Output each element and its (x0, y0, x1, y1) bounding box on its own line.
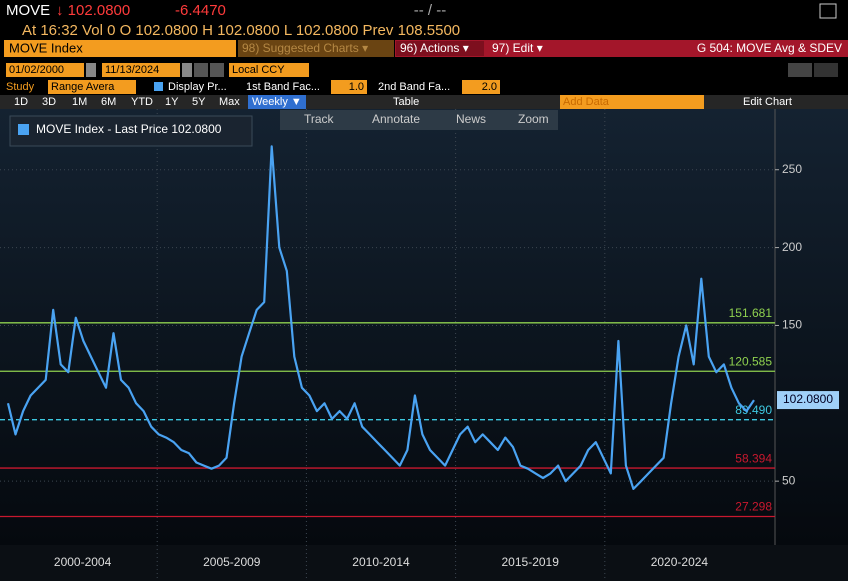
study-label: Study (6, 81, 35, 93)
study-box[interactable] (48, 80, 136, 94)
actions-box[interactable] (396, 41, 484, 56)
band-label: 58.394 (735, 451, 772, 465)
band1[interactable]: 1.0 (349, 81, 364, 93)
add-data[interactable]: Add Data (563, 96, 610, 108)
band2[interactable]: 2.0 (482, 81, 497, 93)
band1-label: 1st Band Fac... (246, 81, 320, 93)
tool-bar (280, 110, 558, 130)
end-date[interactable]: 11/13/2024 (105, 64, 159, 76)
quote-line: At 16:32 Vol 0 O 102.0800 H 102.0800 L 1… (22, 22, 460, 39)
period-button[interactable]: YTD (131, 96, 153, 108)
study[interactable]: Range Avera (51, 81, 115, 93)
window-icon[interactable] (819, 3, 837, 19)
y-tick-label: 50 (782, 473, 796, 487)
period-button[interactable]: 5Y (192, 96, 206, 108)
period-button[interactable]: 1M (72, 96, 87, 108)
period-button[interactable]: 3D (42, 96, 56, 108)
period-bar (0, 95, 848, 109)
prev-btn[interactable] (194, 63, 208, 77)
suggested-box[interactable] (238, 40, 394, 57)
band2-box[interactable] (462, 80, 500, 94)
currency[interactable]: Local CCY (232, 64, 285, 76)
frequency-box[interactable] (248, 95, 306, 109)
security-box[interactable] (4, 40, 236, 57)
band-label: 89.490 (735, 403, 772, 417)
symbol: MOVE (6, 2, 50, 19)
x-tick-label: 2000-2004 (54, 555, 112, 569)
redo-btn[interactable] (814, 63, 838, 77)
add-data-box[interactable] (560, 95, 704, 109)
band-label: 27.298 (735, 500, 772, 514)
start-date[interactable]: 01/02/2000 (9, 64, 64, 76)
tool-button[interactable]: Zoom (518, 112, 549, 126)
band-label: 151.681 (729, 306, 773, 320)
security: MOVE Index (9, 40, 83, 55)
x-tick-label: 2005-2009 (203, 555, 261, 569)
checkbox[interactable] (154, 82, 163, 91)
tool-button[interactable]: Annotate (372, 112, 420, 126)
period-button[interactable]: Max (219, 96, 240, 108)
period-button[interactable]: 1D (14, 96, 28, 108)
next-btn[interactable] (210, 63, 224, 77)
menu-bar (395, 40, 848, 57)
bid-ask: -- / -- (414, 2, 446, 19)
function: G 504: MOVE Avg & SDEV (697, 41, 842, 55)
band1-box[interactable] (331, 80, 367, 94)
undo-btn[interactable] (788, 63, 812, 77)
edit[interactable]: 97) Edit ▾ (492, 41, 543, 55)
legend (9, 115, 253, 147)
tool-button[interactable]: News (456, 112, 486, 126)
y-tick-label: 200 (782, 240, 802, 254)
table[interactable]: Table (393, 96, 419, 108)
y-tick-label: 250 (782, 162, 802, 176)
price-tag-box (777, 391, 839, 410)
start-box[interactable] (6, 63, 84, 77)
actions[interactable]: 96) Actions ▾ (400, 41, 469, 55)
period-button[interactable]: 1Y (165, 96, 179, 108)
y-tick-label: 150 (782, 318, 802, 332)
legend-swatch (18, 124, 29, 135)
last-price: ↓ 102.0800 (56, 2, 130, 19)
band-label: 120.585 (729, 354, 773, 368)
x-tick-label: 2020-2024 (651, 555, 709, 569)
x-axis-bar (0, 545, 848, 581)
edit-chart[interactable]: Edit Chart (743, 96, 792, 108)
cal-icon[interactable] (86, 63, 96, 77)
ccy-box[interactable] (229, 63, 309, 77)
tool-button[interactable]: Track (304, 112, 335, 126)
price-line (6, 145, 755, 490)
x-tick-label: 2010-2014 (352, 555, 410, 569)
frequency[interactable]: Weekly ▼ (252, 96, 302, 108)
x-tick-label: 2015-2019 (502, 555, 560, 569)
price-tag: 102.0800 (783, 392, 833, 406)
end-box[interactable] (102, 63, 180, 77)
plot: 50 150 200 250 2000-2004 2005-2009 2010-2014 20… (0, 109, 839, 581)
band2-label: 2nd Band Fa... (378, 81, 450, 93)
suggested: 98) Suggested Charts ▾ (242, 41, 368, 55)
cal-icon[interactable] (182, 63, 192, 77)
display: Display Pr... (168, 81, 227, 93)
legend-label: MOVE Index - Last Price 102.0800 (36, 122, 222, 136)
period-button[interactable]: 6M (101, 96, 116, 108)
change: -6.4470 (175, 2, 226, 19)
chart-area (0, 109, 848, 545)
